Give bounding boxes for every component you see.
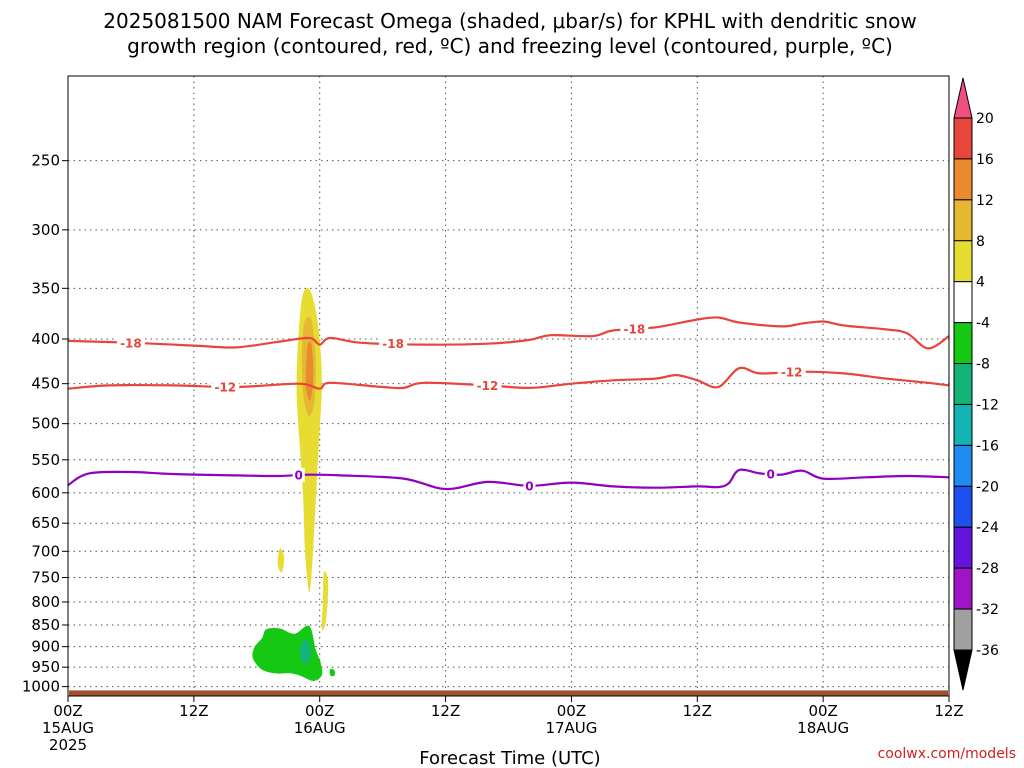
contour-label-bg bbox=[379, 336, 408, 351]
y-tick-label: 1000 bbox=[22, 678, 60, 696]
contour-label: 0 bbox=[525, 479, 533, 493]
y-tick-label: 700 bbox=[31, 542, 60, 560]
surface-ground bbox=[69, 690, 948, 696]
grid bbox=[67, 76, 950, 696]
omega-shading bbox=[252, 288, 335, 681]
contour-label-bg bbox=[523, 478, 536, 493]
x-tick-label: 2025 bbox=[49, 736, 87, 754]
colorbar-label: 16 bbox=[976, 152, 994, 168]
contour-label: -18 bbox=[382, 337, 404, 351]
colorbar-segment bbox=[953, 485, 973, 528]
x-tick-label: 12Z bbox=[934, 702, 963, 720]
colorbar-label: -32 bbox=[976, 602, 999, 618]
colorbar-label: -16 bbox=[976, 438, 999, 454]
colorbar-segment bbox=[953, 567, 973, 610]
y-tick-label: 750 bbox=[31, 568, 60, 586]
colorbar-segment bbox=[953, 444, 973, 487]
colorbar-label: -8 bbox=[976, 357, 990, 373]
contour-label: -12 bbox=[781, 366, 803, 380]
x-tick-label: 18AUG bbox=[797, 719, 849, 737]
y-tick-label: 850 bbox=[31, 616, 60, 634]
x-tick-label: 00Z bbox=[305, 702, 334, 720]
colorbar-segment bbox=[953, 199, 973, 242]
y-tick-label: 800 bbox=[31, 593, 60, 611]
title-line-1: 2025081500 NAM Forecast Omega (shaded, μ… bbox=[103, 9, 916, 33]
y-tick-label: 500 bbox=[31, 415, 60, 433]
credit-text: coolwx.com/models bbox=[878, 746, 1016, 762]
colorbar-segment bbox=[953, 281, 973, 324]
colorbar-label: -28 bbox=[976, 561, 999, 577]
x-tick-label: 00Z bbox=[557, 702, 586, 720]
omega-shade-region bbox=[299, 640, 312, 664]
y-tick-label: 400 bbox=[31, 330, 60, 348]
x-tick-label: 17AUG bbox=[545, 719, 597, 737]
x-tick-label: 12Z bbox=[179, 702, 208, 720]
colorbar-label: -20 bbox=[976, 479, 999, 495]
contour-label-bg bbox=[292, 468, 305, 483]
pressure-axis: 250 300 350 400 450 500 550 600 650 700 750 800 850 9… bbox=[22, 152, 68, 696]
y-tick-label: 650 bbox=[31, 514, 60, 532]
contour-label-bg bbox=[764, 467, 777, 482]
colorbar-label: 12 bbox=[976, 193, 994, 209]
omega-shade-region bbox=[321, 571, 329, 631]
x-tick-label: 15AUG bbox=[42, 719, 94, 737]
x-tick-label: 00Z bbox=[53, 702, 82, 720]
colorbar-bottom-triangle bbox=[953, 649, 973, 691]
contour-line bbox=[68, 316, 949, 350]
contour-label-bg bbox=[116, 335, 145, 350]
x-tick-label: 00Z bbox=[808, 702, 837, 720]
colorbar-label: -4 bbox=[976, 316, 990, 332]
contour-label: 0 bbox=[295, 469, 303, 483]
contour-label: 0 bbox=[767, 468, 775, 482]
contour-line bbox=[68, 468, 949, 491]
plot-frame bbox=[67, 75, 950, 697]
plot-area: -18 -18 -18 -12 -12 -12 0 0 0 bbox=[67, 75, 950, 697]
y-tick-label: 950 bbox=[31, 658, 60, 676]
omega-shade-region bbox=[252, 625, 323, 681]
x-tick-label: 12Z bbox=[431, 702, 460, 720]
surface-layer bbox=[69, 690, 948, 696]
colorbar-segment bbox=[953, 117, 973, 160]
y-tick-label: 450 bbox=[31, 375, 60, 393]
colorbar-label: 20 bbox=[976, 111, 994, 127]
colorbar-segment bbox=[953, 240, 973, 283]
colorbar-segment bbox=[953, 322, 973, 365]
contour-label-bg bbox=[211, 379, 240, 394]
contour-label: -18 bbox=[120, 336, 142, 350]
contour-label-bg bbox=[473, 378, 502, 393]
colorbar-segment bbox=[953, 363, 973, 405]
omega-shade-region bbox=[277, 548, 285, 573]
y-tick-label: 350 bbox=[31, 279, 60, 297]
colorbar-top-triangle bbox=[953, 77, 973, 119]
colorbar-segment bbox=[953, 403, 973, 446]
y-tick-label: 250 bbox=[31, 152, 60, 170]
x-tick-label: 16AUG bbox=[294, 719, 346, 737]
contour-labels: -18 -18 -18 -12 -12 -12 0 0 0 bbox=[116, 321, 806, 493]
y-tick-label: 300 bbox=[31, 221, 60, 239]
chart-title: 2025081500 NAM Forecast Omega (shaded, μ… bbox=[103, 9, 916, 58]
colorbar-label: 8 bbox=[976, 234, 985, 250]
contour-label-bg bbox=[777, 365, 806, 380]
contour-label: -12 bbox=[214, 380, 236, 394]
colorbar: 20 16 12 8 4 -4 -8 -12 -16 -20 -24 -28 -32 -36 bbox=[953, 77, 999, 691]
colorbar-segment bbox=[953, 608, 973, 651]
colorbar-label: 4 bbox=[976, 275, 985, 291]
colorbar-label: -24 bbox=[976, 520, 999, 536]
y-tick-label: 550 bbox=[31, 451, 60, 469]
x-tick-label: 12Z bbox=[683, 702, 712, 720]
colorbar-segment bbox=[953, 526, 973, 569]
y-tick-label: 600 bbox=[31, 484, 60, 502]
contour-label-bg bbox=[620, 321, 649, 336]
colorbar-label: -12 bbox=[976, 397, 999, 413]
contour-label: -12 bbox=[477, 379, 499, 393]
colorbar-label: -36 bbox=[976, 643, 999, 659]
colorbar-segment bbox=[953, 158, 973, 201]
y-tick-label: 900 bbox=[31, 638, 60, 656]
omega-shade-region bbox=[329, 668, 335, 677]
contour-label: -18 bbox=[624, 322, 646, 336]
title-line-2: growth region (contoured, red, ºC) and f… bbox=[127, 34, 893, 58]
x-axis-label: Forecast Time (UTC) bbox=[419, 748, 600, 768]
